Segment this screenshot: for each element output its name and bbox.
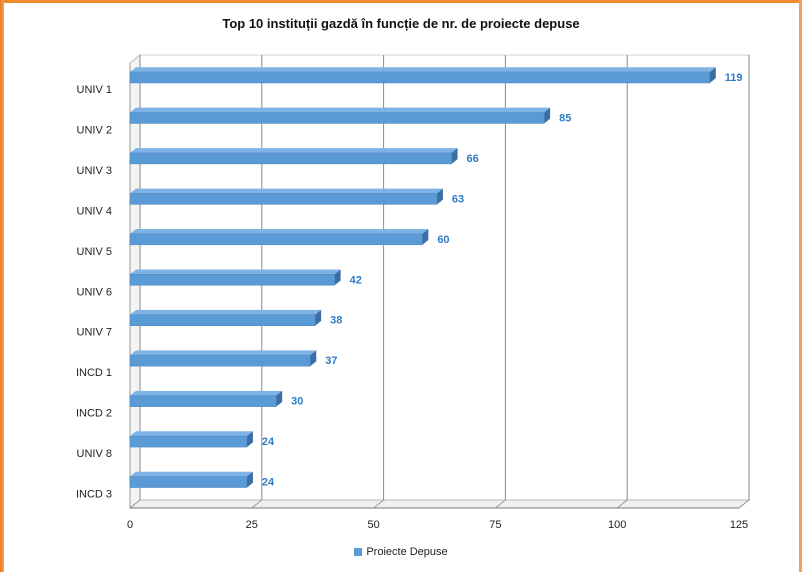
bar-top-face xyxy=(130,431,253,437)
bar-top-face xyxy=(130,148,458,153)
x-tick-label: 0 xyxy=(127,519,133,531)
bar xyxy=(129,435,248,448)
category-label: UNIV 6 xyxy=(77,286,112,298)
bar-end-face xyxy=(246,431,253,448)
data-label: 24 xyxy=(262,436,275,448)
bar xyxy=(129,354,311,367)
bar-end-face xyxy=(310,350,317,367)
bar-top-face xyxy=(130,229,429,234)
gridline-floor xyxy=(129,499,141,509)
bar-end-face xyxy=(276,390,283,407)
bar xyxy=(129,476,248,488)
category-label: UNIV 1 xyxy=(77,84,112,96)
category-label: INCD 3 xyxy=(76,489,112,501)
gridline-floor xyxy=(251,499,263,509)
bar-top-face xyxy=(130,390,283,396)
category-label: UNIV 3 xyxy=(77,165,112,177)
bar xyxy=(129,274,335,286)
bar-top-face xyxy=(130,188,443,194)
category-label: UNIV 4 xyxy=(77,205,112,217)
x-tick-label: 125 xyxy=(730,519,748,531)
bar xyxy=(129,152,452,165)
legend: Proiecte Depuse xyxy=(0,546,802,558)
gridline-floor xyxy=(738,499,750,509)
bar-top-face xyxy=(130,471,253,477)
legend-label: Proiecte Depuse xyxy=(366,546,448,558)
data-label: 37 xyxy=(325,355,337,367)
category-label: UNIV 8 xyxy=(77,448,112,460)
data-label: 24 xyxy=(262,477,275,489)
bar-end-face xyxy=(334,269,341,286)
x-tick-label: 50 xyxy=(367,519,379,531)
gridline-floor xyxy=(616,499,628,509)
bar xyxy=(129,314,316,326)
data-label: 66 xyxy=(467,153,479,165)
bar-top-face xyxy=(130,269,341,275)
bar-end-face xyxy=(315,309,322,326)
bar-end-face xyxy=(246,471,253,488)
bar-top-face xyxy=(130,350,317,356)
bar xyxy=(129,71,711,84)
frame-border-right xyxy=(799,0,802,572)
data-label: 38 xyxy=(330,315,342,327)
bar-end-face xyxy=(436,188,443,205)
bar-end-face xyxy=(422,229,429,245)
x-tick-label: 100 xyxy=(608,519,626,531)
gridline-floor xyxy=(373,499,384,509)
data-label: 42 xyxy=(350,274,362,286)
x-tick-label: 75 xyxy=(489,519,501,531)
frame-border-top xyxy=(0,0,802,3)
data-label: 60 xyxy=(437,234,449,246)
category-label: INCD 2 xyxy=(76,408,112,420)
x-tick-label: 25 xyxy=(246,519,258,531)
category-label: UNIV 5 xyxy=(77,246,112,258)
chart-title: Top 10 instituții gazdă în funcție de nr… xyxy=(222,16,580,31)
category-label: UNIV 2 xyxy=(77,124,112,136)
bar-top-face xyxy=(130,107,551,113)
bar-end-face xyxy=(451,148,458,164)
data-label: 85 xyxy=(559,112,571,124)
bar xyxy=(129,395,277,407)
legend-swatch xyxy=(354,548,363,556)
gridline-floor xyxy=(495,499,506,509)
category-label: INCD 1 xyxy=(76,367,112,379)
bar-end-face xyxy=(544,107,551,124)
category-label: UNIV 7 xyxy=(77,327,112,339)
plot-floor xyxy=(128,499,751,509)
bar xyxy=(129,112,545,124)
bar-end-face xyxy=(709,67,716,83)
frame-border-left xyxy=(0,0,4,572)
bar xyxy=(129,193,438,205)
bar-top-face xyxy=(130,67,716,72)
bar-top-face xyxy=(130,309,322,315)
data-label: 63 xyxy=(452,193,464,205)
bar xyxy=(129,233,423,246)
data-label: 119 xyxy=(725,72,743,84)
data-label: 30 xyxy=(291,396,303,408)
